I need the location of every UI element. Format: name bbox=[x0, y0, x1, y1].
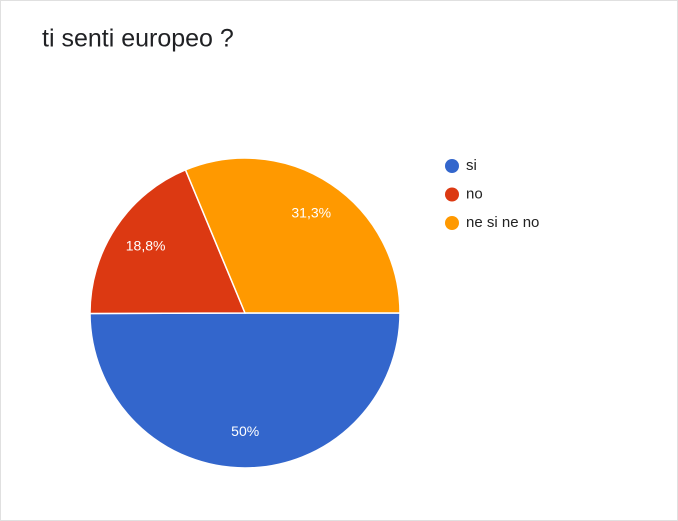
slice-label: 50% bbox=[231, 423, 259, 439]
pie-slice bbox=[184, 157, 401, 314]
legend-swatch bbox=[445, 159, 459, 173]
legend-label: ne si ne no bbox=[466, 214, 539, 231]
legend-swatch bbox=[445, 216, 459, 230]
chart-title: ti senti europeo ? bbox=[42, 25, 234, 53]
legend-label: no bbox=[466, 185, 483, 202]
pie-slice bbox=[89, 312, 401, 469]
slice-label: 18,8% bbox=[126, 238, 166, 254]
pie-slice bbox=[89, 168, 247, 315]
legend-swatch bbox=[445, 187, 459, 202]
legend-label: si bbox=[466, 157, 477, 174]
slice-label: 31,3% bbox=[291, 204, 331, 220]
